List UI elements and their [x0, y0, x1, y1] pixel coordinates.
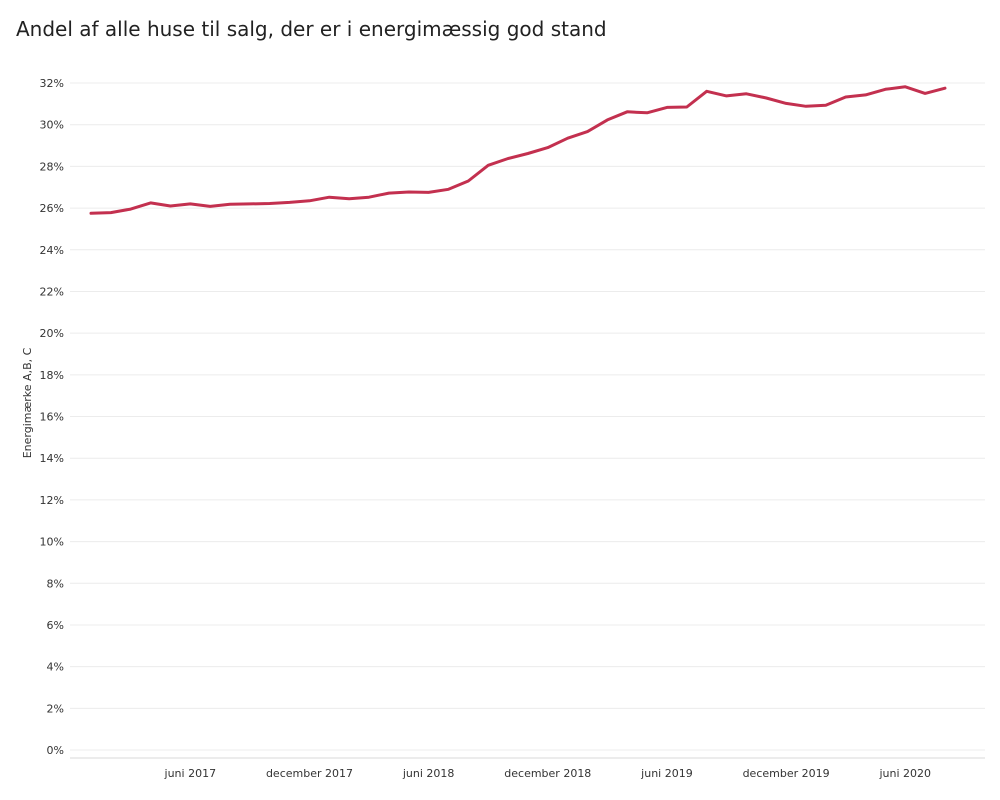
- data-point[interactable]: [921, 89, 929, 97]
- x-tick-label: december 2019: [743, 767, 830, 780]
- y-tick-label: 18%: [40, 369, 64, 382]
- data-point[interactable]: [663, 103, 671, 111]
- data-point[interactable]: [881, 85, 889, 93]
- data-point[interactable]: [444, 185, 452, 193]
- y-axis-title: Energimærke A,B, C: [21, 347, 34, 458]
- data-point[interactable]: [564, 134, 572, 142]
- data-point[interactable]: [405, 188, 413, 196]
- data-point[interactable]: [365, 193, 373, 201]
- y-tick-label: 10%: [40, 536, 64, 549]
- data-point[interactable]: [325, 193, 333, 201]
- data-point[interactable]: [603, 116, 611, 124]
- y-tick-label: 24%: [40, 244, 64, 257]
- data-point[interactable]: [842, 93, 850, 101]
- chart-title: Andel af alle huse til salg, der er i en…: [16, 17, 607, 41]
- data-point[interactable]: [147, 199, 155, 207]
- data-point[interactable]: [266, 199, 274, 207]
- data-point[interactable]: [623, 108, 631, 116]
- data-point[interactable]: [723, 92, 731, 100]
- data-point[interactable]: [425, 188, 433, 196]
- y-tick-label: 20%: [40, 327, 64, 340]
- x-tick-label: juni 2020: [879, 767, 932, 780]
- y-tick-label: 8%: [47, 577, 64, 590]
- y-tick-label: 32%: [40, 77, 64, 90]
- x-tick-label: juni 2019: [640, 767, 693, 780]
- data-point[interactable]: [305, 197, 313, 205]
- data-point[interactable]: [484, 161, 492, 169]
- data-point[interactable]: [742, 90, 750, 98]
- data-point[interactable]: [186, 200, 194, 208]
- data-point[interactable]: [762, 94, 770, 102]
- series-line: [89, 85, 947, 215]
- data-point[interactable]: [504, 154, 512, 162]
- grid-lines: [70, 82, 985, 759]
- data-point[interactable]: [87, 209, 95, 217]
- data-point[interactable]: [584, 128, 592, 136]
- x-tick-label: juni 2018: [402, 767, 455, 780]
- data-point[interactable]: [226, 200, 234, 208]
- y-tick-label: 26%: [40, 202, 64, 215]
- data-point[interactable]: [107, 209, 115, 217]
- y-axis-ticks: 0% 2% 4% 6% 8% 10% 12% 14% 16% 18% 20% 22% 24% 26% 28%…: [40, 77, 64, 757]
- data-point[interactable]: [862, 91, 870, 99]
- x-tick-label: december 2017: [266, 767, 353, 780]
- data-point[interactable]: [246, 200, 254, 208]
- y-tick-label: 22%: [40, 285, 64, 298]
- data-point[interactable]: [802, 102, 810, 110]
- data-point[interactable]: [206, 202, 214, 210]
- data-point[interactable]: [385, 189, 393, 197]
- y-tick-label: 6%: [47, 619, 64, 632]
- y-tick-label: 28%: [40, 160, 64, 173]
- data-point[interactable]: [345, 195, 353, 203]
- y-tick-label: 4%: [47, 661, 64, 674]
- data-point[interactable]: [703, 87, 711, 95]
- data-point[interactable]: [901, 83, 909, 91]
- data-point[interactable]: [822, 101, 830, 109]
- y-tick-label: 14%: [40, 452, 64, 465]
- y-tick-label: 30%: [40, 119, 64, 132]
- data-point[interactable]: [127, 205, 135, 213]
- y-tick-label: 2%: [47, 702, 64, 715]
- series-layer: [87, 83, 949, 217]
- x-axis-ticks: juni 2017 december 2017 juni 2018 december …: [164, 767, 932, 780]
- data-point[interactable]: [683, 103, 691, 111]
- data-point[interactable]: [166, 202, 174, 210]
- x-tick-label: december 2018: [504, 767, 591, 780]
- data-point[interactable]: [524, 149, 532, 157]
- data-point[interactable]: [464, 177, 472, 185]
- y-tick-label: 0%: [47, 744, 64, 757]
- x-tick-label: juni 2017: [164, 767, 217, 780]
- data-point[interactable]: [643, 109, 651, 117]
- data-point[interactable]: [782, 99, 790, 107]
- data-point[interactable]: [286, 198, 294, 206]
- data-point[interactable]: [544, 144, 552, 152]
- y-tick-label: 12%: [40, 494, 64, 507]
- data-point[interactable]: [941, 84, 949, 92]
- y-tick-label: 16%: [40, 411, 64, 424]
